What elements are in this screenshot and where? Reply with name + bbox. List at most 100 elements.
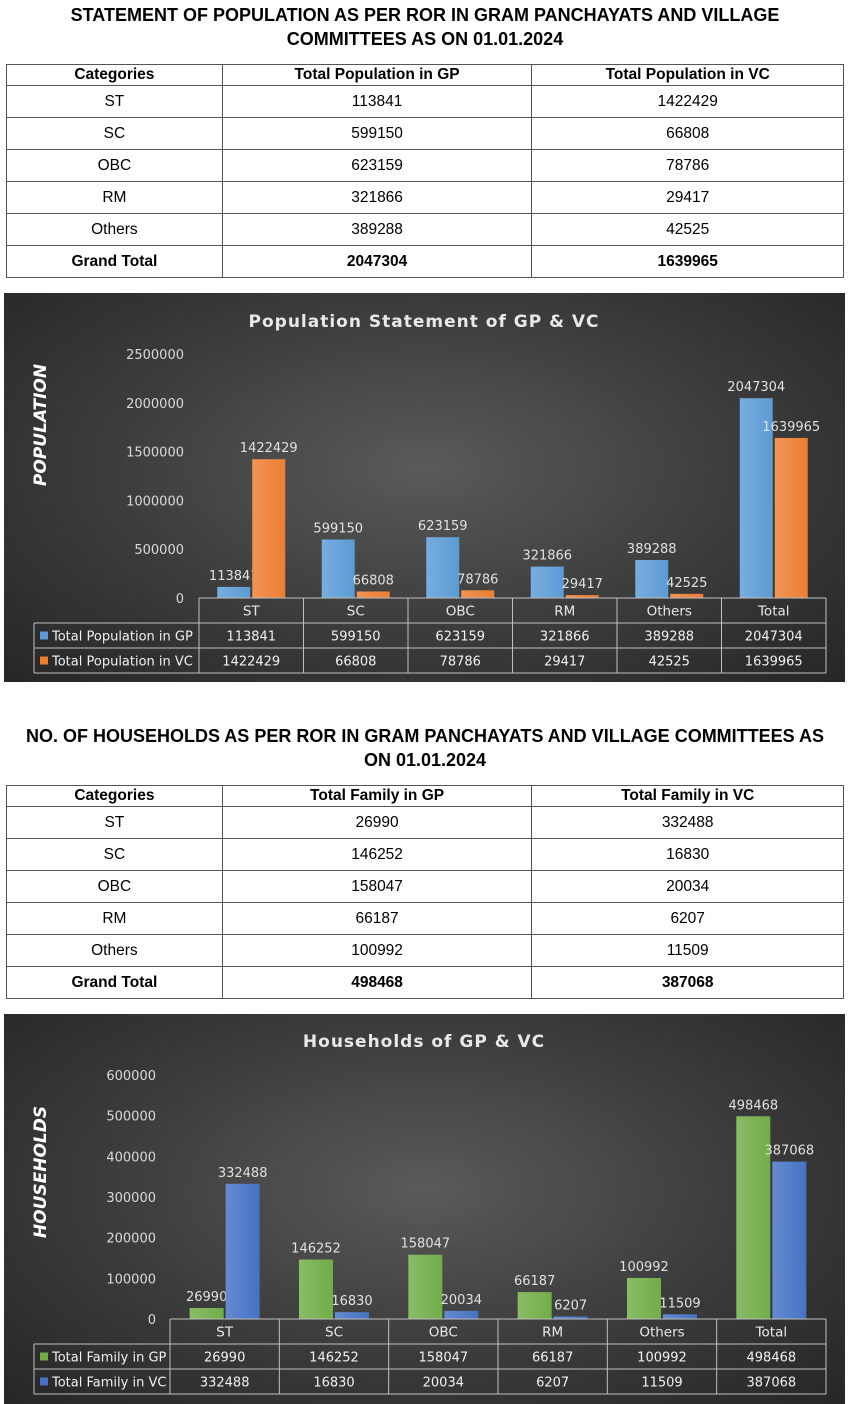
column-header: Categories (6, 785, 223, 807)
table-value: 146252 (309, 1351, 359, 1366)
y-tick-label: 2500000 (126, 348, 184, 363)
bar-total-population-in-gp (635, 560, 669, 598)
table-value: 100992 (637, 1351, 687, 1366)
table-cell: 113841 (221, 85, 533, 118)
bar-total-family-in-gp (189, 1308, 224, 1319)
table-value: 66808 (335, 655, 376, 670)
table-row: OBC 623159 78786 (6, 149, 844, 182)
table-cell: RM (6, 902, 223, 935)
table-cell: 11509 (531, 934, 844, 967)
chart-title: Households of GP & VC (303, 1032, 545, 1052)
x-tick-label: OBC (446, 604, 475, 620)
bar-total-population-in-vc (565, 595, 599, 598)
chart-title: Population Statement of GP & VC (249, 312, 600, 332)
legend-key (40, 656, 48, 665)
population-chart-svg: Population Statement of GP & VC POPULATIO… (31, 312, 827, 674)
table-value: 1422429 (222, 655, 280, 670)
data-label: 498468 (729, 1098, 779, 1113)
bar-total-family-in-vc (553, 1316, 588, 1319)
y-tick-label: 500000 (106, 1110, 156, 1125)
households-chart-svg: Households of GP & VC HOUSEHOLDS 0 100000 20… (31, 1032, 827, 1395)
y-tick-label: 0 (148, 1313, 156, 1328)
y-tick-label: 1500000 (126, 446, 184, 461)
table-value: 332488 (200, 1376, 250, 1391)
table-value: 16830 (313, 1376, 354, 1391)
bar-total-population-in-vc (774, 437, 808, 598)
bar-total-family-in-gp (627, 1277, 661, 1319)
table-value: 11509 (641, 1376, 682, 1391)
table-cell: 498468 (221, 966, 533, 999)
households-title: NO. OF HOUSEHOLDS AS PER ROR IN GRAM PAN… (25, 726, 825, 770)
bar-total-family-in-gp (517, 1292, 552, 1319)
table-cell: 20034 (531, 870, 844, 903)
table-cell: 66187 (221, 902, 533, 935)
table-cell: 16830 (531, 838, 844, 871)
bar-total-family-in-vc (772, 1161, 807, 1319)
table-value: 29417 (544, 655, 585, 670)
column-header: Total Family in VC (531, 785, 844, 807)
data-label: 387068 (765, 1144, 815, 1159)
table-cell: 100992 (221, 934, 533, 967)
x-tick-label: ST (243, 604, 261, 620)
bar-total-population-in-gp (217, 586, 251, 598)
bar-total-population-in-gp (739, 398, 773, 598)
table-row: RM 321866 29417 (6, 181, 844, 214)
table-cell: ST (6, 85, 223, 118)
data-label: 20034 (441, 1293, 482, 1308)
y-tick-label: 500000 (134, 543, 184, 558)
bar-total-family-in-gp (736, 1116, 771, 1319)
table-value: 78786 (440, 655, 481, 670)
x-tick-label: SC (325, 1325, 343, 1341)
table-header-row: Categories Total Population in GP Total … (6, 64, 844, 86)
table-cell: Grand Total (6, 245, 223, 278)
population-chart: Population Statement of GP & VC POPULATIO… (4, 293, 845, 682)
bar-total-population-in-gp (426, 537, 460, 598)
bar-total-population-in-gp (530, 566, 564, 598)
table-cell: Others (6, 934, 223, 967)
table-value: 26990 (204, 1351, 245, 1366)
bar-total-family-in-gp (408, 1254, 443, 1319)
table-value: 6207 (536, 1376, 569, 1391)
table-header-row: Categories Total Family in GP Total Fami… (6, 785, 844, 807)
table-value: 623159 (435, 630, 485, 645)
table-cell: 66808 (531, 117, 844, 150)
x-tick-label: RM (554, 604, 575, 620)
table-value: 158047 (419, 1351, 469, 1366)
y-tick-label: 2000000 (126, 397, 184, 412)
table-cell: 78786 (531, 149, 844, 182)
data-label: 389288 (627, 542, 677, 557)
column-header: Total Population in VC (531, 64, 844, 86)
legend-label: Total Population in GP (51, 630, 193, 645)
table-cell: Others (6, 213, 223, 246)
legend-key (40, 1352, 48, 1361)
y-tick-label: 0 (176, 592, 184, 607)
x-tick-label: ST (216, 1325, 234, 1341)
bar-total-family-in-vc (225, 1183, 260, 1319)
table-cell: 389288 (221, 213, 533, 246)
bar-total-population-in-vc (670, 593, 704, 598)
table-cell: 1422429 (531, 85, 844, 118)
table-value: 42525 (649, 655, 690, 670)
table-cell: 6207 (531, 902, 844, 935)
table-row: ST 113841 1422429 (6, 85, 844, 118)
data-label: 623159 (418, 519, 468, 534)
table-cell: OBC (6, 149, 223, 182)
column-header: Categories (6, 64, 223, 86)
table-value: 321866 (540, 630, 590, 645)
data-label: 100992 (619, 1260, 669, 1275)
grand-total-row: Grand Total 498468 387068 (6, 966, 844, 999)
table-value: 20034 (423, 1376, 464, 1391)
table-cell: Grand Total (6, 966, 223, 999)
table-cell: SC (6, 117, 223, 150)
data-label: 2047304 (727, 380, 785, 395)
bar-total-family-in-vc (335, 1312, 369, 1319)
bar-total-family-in-vc (663, 1314, 697, 1319)
table-row: Others 100992 11509 (6, 934, 844, 967)
column-header: Total Family in GP (221, 785, 533, 807)
data-label: 6207 (554, 1298, 587, 1313)
table-row: RM 66187 6207 (6, 902, 844, 935)
y-tick-label: 400000 (106, 1150, 156, 1165)
data-label: 321866 (522, 549, 572, 564)
table-cell: 387068 (531, 966, 844, 999)
table-cell: 2047304 (221, 245, 533, 278)
